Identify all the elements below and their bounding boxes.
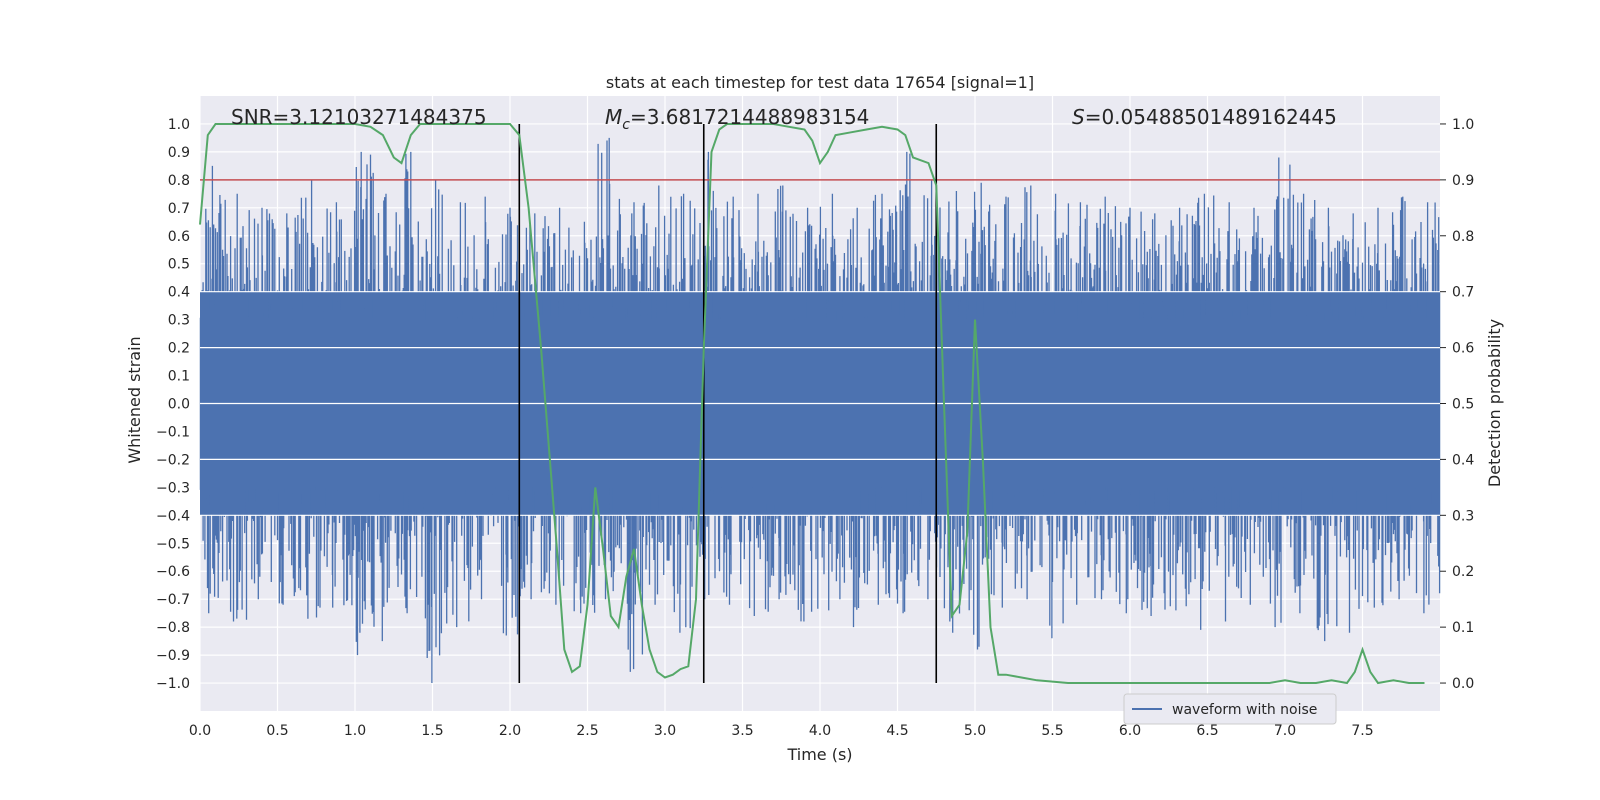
y2-tick-label: 0.3 [1452, 508, 1474, 524]
x-tick-label: 3.5 [731, 723, 753, 739]
y-tick-label: −0.7 [156, 592, 190, 608]
x-tick-label: 2.5 [576, 723, 598, 739]
x-tick-label: 7.0 [1274, 723, 1296, 739]
y-tick-label: −0.6 [156, 564, 190, 580]
y-tick-label: −1.0 [156, 676, 190, 692]
y-axis-ticks: 1.0 0.9 0.8 0.7 0.6 0.5 0.4 0.3 0.2 0.1 0.0 −0.1 −0.… [156, 117, 190, 692]
y-tick-label: −0.3 [156, 480, 190, 496]
y-tick-label: −0.1 [156, 424, 190, 440]
legend-box [1123, 693, 1337, 725]
y2-tick-label: 0.2 [1452, 564, 1474, 580]
legend-label: waveform with noise [1172, 702, 1317, 718]
y-axis-label: Whitened strain [125, 336, 144, 463]
y-tick-label: 0.5 [168, 257, 190, 273]
y-tick-label: 0.2 [168, 341, 190, 357]
x-tick-label: 0.5 [266, 723, 288, 739]
x-tick-label: 5.0 [964, 723, 986, 739]
y-tick-label: 0.8 [168, 173, 190, 189]
x-tick-label: 0.0 [189, 723, 211, 739]
detection-probability-gridlines [200, 291, 1440, 516]
x-tick-label: 3.0 [654, 723, 676, 739]
x-tick-label: 1.0 [344, 723, 366, 739]
x-axis-ticks: 0.0 0.5 1.0 1.5 2.0 2.5 3.0 3.5 4.0 4.5 5.0 5.5 6.0 6… [189, 723, 1374, 739]
x-axis-label: Time (s) [786, 745, 852, 764]
y-tick-label: −0.4 [156, 508, 190, 524]
y2-axis-ticks: 1.0 0.9 0.8 0.7 0.6 0.5 0.4 0.3 0.2 0.1 0.0 [1440, 117, 1474, 692]
detection-probability-series [199, 123, 1425, 685]
y-tick-label: 1.0 [168, 117, 190, 133]
x-tick-label: 2.0 [499, 723, 521, 739]
y-tick-label: −0.5 [156, 536, 190, 552]
x-tick-label: 4.5 [886, 723, 908, 739]
s-annotation: S=0.05488501489162445 [1072, 105, 1337, 129]
y-tick-label: 0.6 [168, 229, 190, 245]
y-tick-label: −0.9 [156, 648, 190, 664]
y-tick-label: 0.1 [168, 369, 190, 385]
y2-tick-label: 0.8 [1452, 229, 1474, 245]
y-tick-label: 0.3 [168, 313, 190, 329]
s-symbol: S [1072, 105, 1085, 129]
y-tick-label: −0.8 [156, 620, 190, 636]
x-tick-label: 6.5 [1196, 723, 1218, 739]
legend: waveform with noise [1123, 693, 1337, 725]
snr-annotation: SNR=3.12103271484375 [231, 105, 487, 129]
y2-tick-label: 0.1 [1452, 620, 1474, 636]
x-tick-label: 4.0 [809, 723, 831, 739]
chart-title: stats at each timestep for test data 176… [606, 73, 1034, 92]
y2-tick-label: 0.4 [1452, 452, 1474, 468]
y2-axis-label: Detection probability [1485, 319, 1504, 487]
y2-tick-label: 0.7 [1452, 285, 1474, 301]
y-tick-label: 0.9 [168, 145, 190, 161]
y-tick-label: 0.0 [168, 397, 190, 413]
event-markers [518, 123, 938, 684]
x-tick-label: 1.5 [421, 723, 443, 739]
x-tick-label: 7.5 [1351, 723, 1373, 739]
y2-tick-label: 0.5 [1452, 397, 1474, 413]
y2-tick-label: 1.0 [1452, 117, 1474, 133]
y2-tick-label: 0.6 [1452, 341, 1474, 357]
x-tick-label: 6.0 [1119, 723, 1141, 739]
y-tick-label: 0.7 [168, 201, 190, 217]
y2-tick-label: 0.9 [1452, 173, 1474, 189]
s-value: =0.05488501489162445 [1085, 105, 1337, 129]
y-tick-label: −0.2 [156, 452, 190, 468]
y2-tick-label: 0.0 [1452, 676, 1474, 692]
y-tick-label: 0.4 [168, 285, 190, 301]
x-tick-label: 5.5 [1041, 723, 1063, 739]
detection-probability-line [199, 123, 1425, 685]
chirp-mass-annotation: Mc=3.6817214488983154 [605, 105, 869, 133]
chirp-mass-subscript: c [622, 117, 630, 133]
chirp-mass-value: =3.6817214488983154 [630, 105, 869, 129]
chirp-mass-symbol: M [605, 105, 622, 129]
